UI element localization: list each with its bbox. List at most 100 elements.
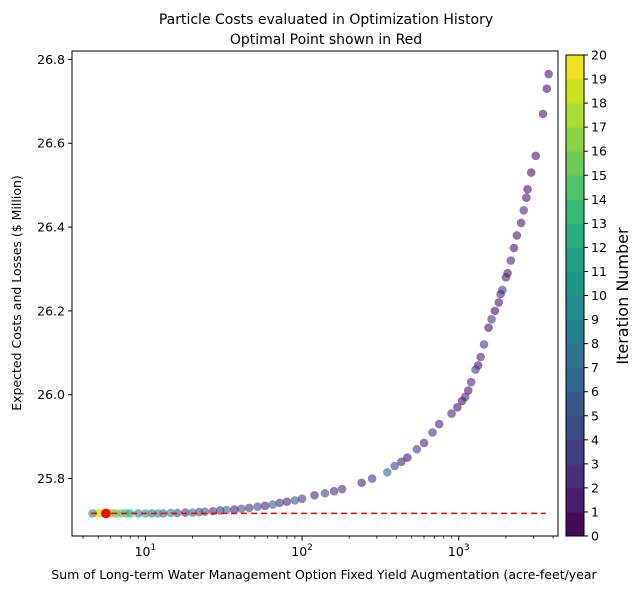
colorbar-tick-label: 4: [591, 432, 599, 447]
colorbar-band: [566, 127, 584, 152]
data-point: [453, 403, 462, 412]
data-point: [519, 205, 529, 215]
colorbar-tick-label: 18: [591, 96, 607, 111]
colorbar-band: [566, 367, 584, 393]
colorbar-tick-label: 14: [591, 192, 607, 207]
colorbar-band: [566, 199, 584, 224]
colorbar-tick-label: 6: [591, 384, 599, 399]
data-point: [403, 453, 412, 462]
colorbar-band: [566, 439, 584, 465]
data-point: [447, 409, 456, 418]
data-point: [166, 508, 175, 518]
data-point: [310, 491, 319, 500]
data-point: [501, 273, 511, 282]
data-point: [428, 428, 437, 437]
data-point: [509, 243, 519, 253]
colorbar-label: Iteration Number: [613, 227, 632, 365]
optimal-point: [101, 508, 111, 519]
y-tick-label: 26.0: [37, 387, 65, 402]
colorbar-tick-label: 2: [591, 480, 599, 495]
data-point: [487, 314, 496, 324]
colorbar-tick-label: 12: [591, 240, 607, 255]
data-point: [153, 509, 163, 518]
colorbar-tick-label: 7: [591, 360, 599, 375]
data-point: [230, 505, 239, 514]
x-axis-ticks: 101 102 103: [82, 536, 554, 559]
data-point: [542, 84, 552, 94]
data-point: [538, 109, 548, 119]
data-point: [173, 508, 182, 518]
colorbar-tick-label: 0: [591, 529, 599, 544]
data-point: [496, 289, 505, 299]
y-tick-label: 26.4: [37, 220, 65, 235]
colorbar-tick-label: 19: [591, 72, 607, 87]
colorbar-band: [566, 79, 584, 104]
data-point: [531, 151, 541, 161]
data-point: [466, 377, 476, 387]
colorbar-tick-label: 11: [591, 264, 607, 279]
data-point: [522, 193, 531, 203]
colorbar-tick-label: 8: [591, 336, 599, 351]
data-point: [282, 497, 292, 506]
colorbar-tick-label: 5: [591, 408, 599, 423]
data-point: [526, 168, 536, 177]
data-point: [320, 488, 330, 498]
data-point: [181, 508, 190, 517]
chart-title-line1: Particle Costs evaluated in Optimization…: [159, 12, 493, 28]
data-point: [208, 506, 218, 516]
data-point: [357, 478, 366, 488]
data-point: [516, 218, 526, 228]
colorbar-tick-label: 17: [591, 120, 607, 135]
colorbar-band: [566, 271, 584, 296]
colorbar-band: [566, 175, 584, 200]
colorbar-tick-label: 15: [591, 168, 607, 183]
data-point: [297, 494, 307, 503]
data-point: [512, 231, 522, 240]
x-axis-label: Sum of Long-term Water Management Option…: [51, 567, 597, 582]
y-tick-label: 26.6: [37, 136, 65, 151]
data-point: [523, 185, 532, 194]
data-point: [244, 503, 254, 513]
colorbar-band: [566, 487, 584, 513]
data-point: [506, 256, 516, 265]
plot-frame: [71, 50, 559, 537]
colorbar-band: [566, 223, 584, 248]
y-axis-ticks: 25.8 26.0 26.2 26.4 26.6 26.8: [37, 52, 72, 486]
colorbar-tick-label: 16: [591, 144, 607, 159]
data-point: [479, 340, 489, 349]
colorbar-bands: [566, 55, 584, 537]
data-point: [260, 501, 270, 511]
data-point: [337, 484, 347, 494]
colorbar-band: [566, 247, 584, 272]
colorbar-band: [566, 295, 584, 321]
data-point: [457, 396, 467, 406]
data-point: [471, 365, 480, 374]
data-point: [133, 509, 143, 518]
y-tick-label: 26.2: [37, 303, 65, 318]
data-point: [268, 500, 278, 509]
data-point: [290, 496, 300, 505]
colorbar-band: [566, 511, 584, 537]
data-point: [434, 419, 444, 429]
colorbar-tick-label: 10: [591, 288, 607, 303]
colorbar-tick-label: 9: [591, 312, 599, 327]
data-point: [188, 508, 197, 517]
data-point: [476, 352, 485, 362]
data-point: [494, 298, 504, 307]
colorbar-tick-label: 20: [591, 48, 607, 63]
data-point: [383, 467, 392, 477]
colorbar-band: [566, 415, 584, 441]
data-point: [397, 457, 406, 467]
colorbar-band: [566, 151, 584, 176]
colorbar-band: [566, 463, 584, 489]
data-point: [329, 486, 339, 496]
data-point: [419, 438, 429, 448]
chart-title-line2: Optimal Point shown in Red: [230, 32, 422, 48]
data-point: [412, 444, 422, 454]
data-point: [544, 69, 553, 79]
colorbar-tick-label: 13: [591, 216, 607, 231]
colorbar-band: [566, 319, 584, 345]
